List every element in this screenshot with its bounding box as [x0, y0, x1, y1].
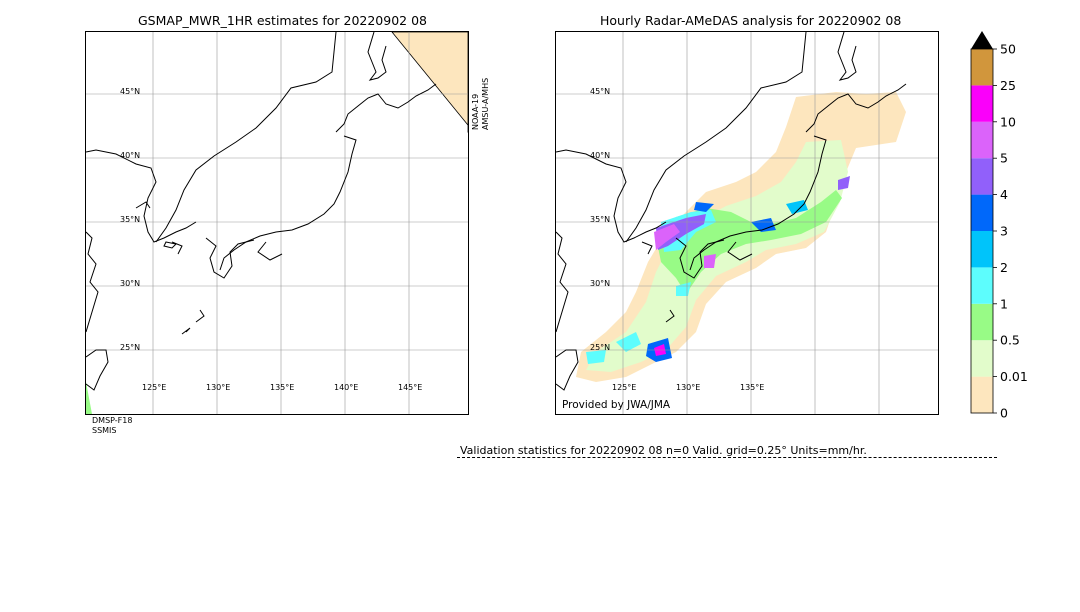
colorbar-level-label: 3: [1000, 224, 1008, 239]
right-lat-label: 45°N: [590, 87, 610, 96]
left-swath-sw: [86, 382, 92, 414]
right-map-svg: 45°N 40°N 35°N 30°N 25°N 125°E 130°E 135…: [556, 32, 938, 414]
colorbar-band: [971, 49, 993, 86]
left-lat-label: 35°N: [120, 215, 140, 224]
colorbar-level-label: 50: [1000, 42, 1016, 57]
right-panel-title: Hourly Radar-AMeDAS analysis for 2022090…: [600, 13, 902, 28]
colorbar: 0 0.01 0.5 1 2 3 4 5 10 25 50: [970, 30, 1030, 421]
left-lon-label: 145°E: [398, 383, 422, 392]
colorbar-level-label: 1: [1000, 296, 1008, 311]
colorbar-level-label: 10: [1000, 114, 1016, 129]
right-lon-label: 125°E: [612, 383, 636, 392]
left-panel-title: GSMAP_MWR_1HR estimates for 20220902 08: [138, 13, 427, 28]
validation-rule: [457, 457, 997, 458]
left-lon-label: 135°E: [270, 383, 294, 392]
colorbar-level-label: 5: [1000, 151, 1008, 166]
left-coastlines: [86, 32, 437, 391]
colorbar-band: [971, 194, 993, 231]
right-lon-labels: 125°E 130°E 135°E: [612, 383, 764, 392]
left-lon-label: 130°E: [206, 383, 230, 392]
left-satellite-bottom-name: DMSP-F18: [92, 416, 133, 425]
right-coastlines: [556, 32, 907, 391]
satellite-name: NOAA-19: [471, 93, 480, 130]
left-lat-label: 40°N: [120, 151, 140, 160]
colorbar-svg: 0 0.01 0.5 1 2 3 4 5 10 25 50: [970, 31, 1028, 421]
right-lat-label: 25°N: [590, 343, 610, 352]
left-lat-label: 45°N: [120, 87, 140, 96]
colorbar-level-label: 0: [1000, 406, 1008, 421]
left-lat-labels: 45°N 40°N 35°N 30°N 25°N: [120, 87, 140, 352]
colorbar-band: [971, 85, 993, 122]
colorbar-level-label: 25: [1000, 78, 1016, 93]
colorbar-band: [971, 121, 993, 159]
right-lat-label: 35°N: [590, 215, 610, 224]
satellite-sensor: AMSU-A/MHS: [481, 77, 490, 130]
left-lat-label: 25°N: [120, 343, 140, 352]
colorbar-extend-arrow: [971, 31, 993, 49]
colorbar-band: [971, 231, 993, 268]
colorbar-labels: 0 0.01 0.5 1 2 3 4 5 10 25 50: [993, 42, 1028, 421]
left-satellite-bottom-sensor: SSMIS: [92, 426, 117, 435]
right-lat-labels: 45°N 40°N 35°N 30°N 25°N: [590, 87, 610, 352]
colorbar-band: [971, 267, 993, 304]
left-lon-labels: 125°E 130°E 135°E 140°E 145°E: [142, 383, 422, 392]
validation-text: Validation statistics for 20220902 08 n=…: [460, 444, 867, 457]
colorbar-band: [971, 303, 993, 341]
colorbar-level-label: 2: [1000, 260, 1008, 275]
radar-precip-field: [576, 92, 906, 382]
data-credit: Provided by JWA/JMA: [562, 399, 671, 411]
left-lat-label: 30°N: [120, 279, 140, 288]
colorbar-level-label: 4: [1000, 187, 1008, 202]
left-map: 45°N 40°N 35°N 30°N 25°N 125°E 130°E 135…: [85, 31, 469, 415]
right-map: 45°N 40°N 35°N 30°N 25°N 125°E 130°E 135…: [555, 31, 939, 415]
left-grid: [86, 32, 468, 414]
left-swath-ne: [391, 32, 468, 133]
right-lat-label: 30°N: [590, 279, 610, 288]
left-lon-label: 125°E: [142, 383, 166, 392]
right-lon-label: 135°E: [740, 383, 764, 392]
colorbar-band: [971, 340, 993, 377]
colorbar-band: [971, 158, 993, 195]
colorbar-bands: [971, 49, 993, 413]
left-map-svg: 45°N 40°N 35°N 30°N 25°N 125°E 130°E 135…: [86, 32, 468, 414]
colorbar-band: [971, 376, 993, 413]
right-lat-label: 40°N: [590, 151, 610, 160]
right-grid: [556, 32, 938, 414]
colorbar-level-label: 0.5: [1000, 333, 1020, 348]
colorbar-level-label: 0.01: [1000, 369, 1028, 384]
right-lon-label: 130°E: [676, 383, 700, 392]
left-lon-label: 140°E: [334, 383, 358, 392]
